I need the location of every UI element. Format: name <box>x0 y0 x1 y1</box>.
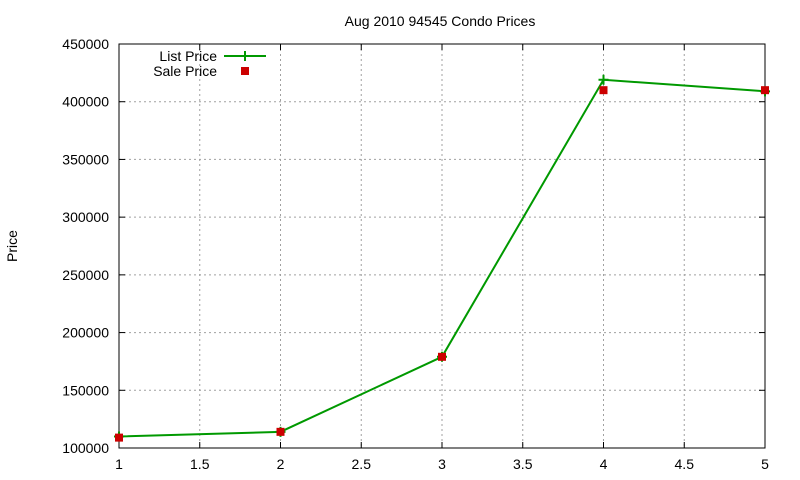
y-axis: 100000 150000 200000 250000 300000 350000 4000… <box>62 36 765 456</box>
sale-price-point <box>438 352 446 361</box>
sale-price-point <box>599 86 608 95</box>
legend-swatch-marker <box>240 51 250 61</box>
grid <box>119 44 765 448</box>
y-tick-label: 200000 <box>62 325 109 341</box>
sale-price-point <box>276 427 285 436</box>
x-tick-label: 2 <box>277 456 285 472</box>
sale-price-point <box>761 86 769 95</box>
legend-swatch-marker <box>241 67 249 75</box>
y-tick-label: 450000 <box>62 36 109 52</box>
y-tick-label: 150000 <box>62 382 109 398</box>
y-tick-label: 250000 <box>62 267 109 283</box>
x-tick-label: 4.5 <box>675 456 695 472</box>
y-tick-label: 400000 <box>62 94 109 110</box>
x-tick-label: 1.5 <box>190 456 210 472</box>
legend-label: Sale Price <box>153 63 217 79</box>
chart-title: Aug 2010 94545 Condo Prices <box>345 13 536 29</box>
legend-label: List Price <box>159 48 217 64</box>
series-layer <box>114 74 770 442</box>
x-tick-label: 3.5 <box>513 456 533 472</box>
x-tick-label: 4 <box>600 456 608 472</box>
sale-price-point <box>115 433 123 442</box>
x-tick-label: 5 <box>761 456 769 472</box>
x-tick-label: 2.5 <box>352 456 372 472</box>
list-price-point <box>598 74 609 85</box>
x-axis: 1 1.5 2 2.5 3 3.5 4 4.5 5 <box>115 44 769 472</box>
x-tick-label: 3 <box>438 456 446 472</box>
list-price-line <box>118 78 766 438</box>
y-tick-label: 100000 <box>62 440 109 456</box>
y-axis-label: Price <box>4 230 20 262</box>
y-tick-label: 350000 <box>62 151 109 167</box>
x-tick-label: 1 <box>115 456 123 472</box>
y-tick-label: 300000 <box>62 209 109 225</box>
